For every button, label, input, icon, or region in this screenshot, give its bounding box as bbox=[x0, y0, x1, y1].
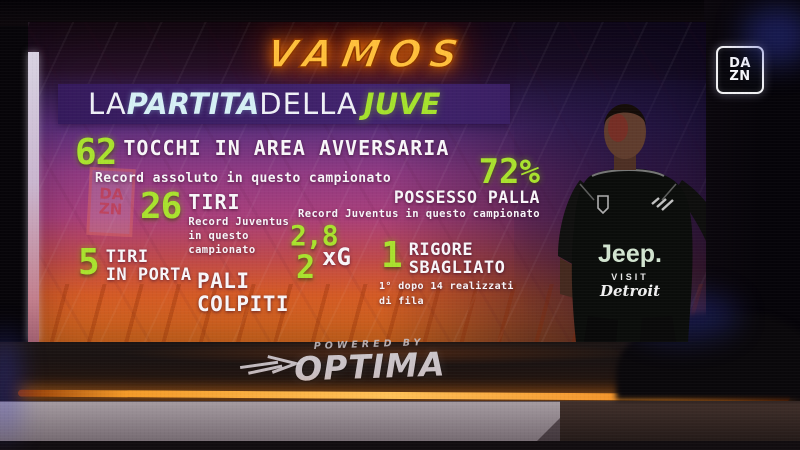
dazn-logo: DA ZN bbox=[716, 46, 764, 94]
stat-note-line: campionato bbox=[188, 244, 256, 257]
headline-word-partita: PARTITA bbox=[126, 86, 260, 121]
stat-value: 72% bbox=[478, 152, 540, 192]
jersey-sponsor-text: Jeep. bbox=[598, 240, 662, 268]
stat-note-line: Record Juventus bbox=[188, 215, 290, 228]
juventus-crest-icon bbox=[597, 195, 609, 215]
jersey-visit-text: VISIT bbox=[611, 272, 649, 282]
stat-value: 5 bbox=[78, 242, 100, 283]
stat-note: Record assoluto in questo campionato bbox=[95, 170, 392, 186]
stat-note-line: di fila bbox=[379, 295, 424, 307]
stat-tiri: 26 TIRI Record Juventus in questo campio… bbox=[140, 186, 290, 257]
studio-video-wall: VAMOS DA ZN LA PARTITA DELLA JUVE 62 TOC… bbox=[28, 22, 706, 342]
screen-edge-highlight bbox=[28, 52, 39, 342]
stat-note-line: in questo bbox=[188, 229, 249, 242]
stat-tiri-in-porta: 5 TIRI IN PORTA bbox=[78, 242, 192, 286]
dazn-logo-top: DA bbox=[729, 55, 751, 71]
stat-note: Record Juventus in questo campionato bbox=[298, 207, 540, 220]
headline-word-della: DELLA bbox=[259, 86, 358, 121]
stat-label: TIRI bbox=[188, 190, 241, 214]
studio-top-band bbox=[0, 0, 800, 26]
stat-label: xG bbox=[322, 242, 351, 271]
stat-label: POSSESSO PALLA bbox=[393, 187, 540, 207]
stat-label: TOCCHI IN AREA AVVERSARIA bbox=[123, 136, 450, 160]
jersey-shoulder-piping bbox=[579, 183, 677, 201]
stat-label-line: PALI bbox=[197, 269, 250, 293]
stat-rigore-sbagliato: 1 RIGORE SBAGLIATO 1° dopo 14 realizzati… bbox=[379, 235, 514, 307]
stat-value: 1 bbox=[381, 235, 403, 276]
jersey-detroit-text: Detroit bbox=[599, 282, 660, 300]
stat-pali-colpiti: PALI COLPITI 2 bbox=[197, 251, 315, 316]
stat-value: 2 bbox=[296, 248, 315, 286]
stat-value: 62 bbox=[75, 132, 117, 173]
adidas-logo-icon bbox=[651, 197, 674, 211]
vamos-show-logo: VAMOS bbox=[263, 31, 471, 77]
blue-light-bottom-left bbox=[0, 330, 18, 440]
headline-bar: LA PARTITA DELLA JUVE bbox=[58, 84, 510, 124]
stat-value: 26 bbox=[140, 186, 182, 227]
jersey-collar-trim bbox=[591, 169, 665, 177]
stat-possesso-palla: 72% POSSESSO PALLA Record Juventus in qu… bbox=[260, 152, 540, 220]
stat-tocchi-area: 62 TOCCHI IN AREA AVVERSARIA Record asso… bbox=[75, 132, 450, 186]
player-hair bbox=[604, 104, 646, 126]
stat-label-line: RIGORE bbox=[408, 240, 474, 260]
player-left-leg bbox=[584, 316, 618, 342]
optima-arrow-icon bbox=[239, 355, 302, 375]
stat-label-line: IN PORTA bbox=[105, 265, 192, 286]
player-right-leg bbox=[640, 316, 676, 342]
desk-reflection bbox=[120, 340, 640, 366]
stat-note-line: 1° dopo 14 realizzati bbox=[379, 280, 514, 292]
player-photo: Jeep. VISIT Detroit bbox=[514, 80, 706, 342]
face-red-light bbox=[608, 114, 628, 142]
stat-label-line: COLPITI bbox=[197, 291, 290, 316]
dazn-watermark-bottom: ZN bbox=[98, 199, 123, 219]
optima-logo: POWERED BY OPTIMA bbox=[237, 336, 447, 389]
player-head bbox=[604, 105, 646, 159]
optima-brand-text: OPTIMA bbox=[293, 344, 447, 389]
dazn-logo-bottom: ZN bbox=[729, 69, 751, 84]
stat-xg: 2,8 xG bbox=[290, 219, 351, 271]
headline-word-la: LA bbox=[88, 86, 127, 121]
headline-word-juve: JUVE bbox=[363, 86, 441, 121]
stat-label-line: SBAGLIATO bbox=[408, 258, 506, 279]
stat-label-line: TIRI bbox=[105, 247, 149, 267]
blue-light-top-right bbox=[742, 6, 800, 66]
desk-bottom-edge bbox=[0, 441, 800, 450]
stat-value: 2,8 bbox=[290, 219, 339, 252]
